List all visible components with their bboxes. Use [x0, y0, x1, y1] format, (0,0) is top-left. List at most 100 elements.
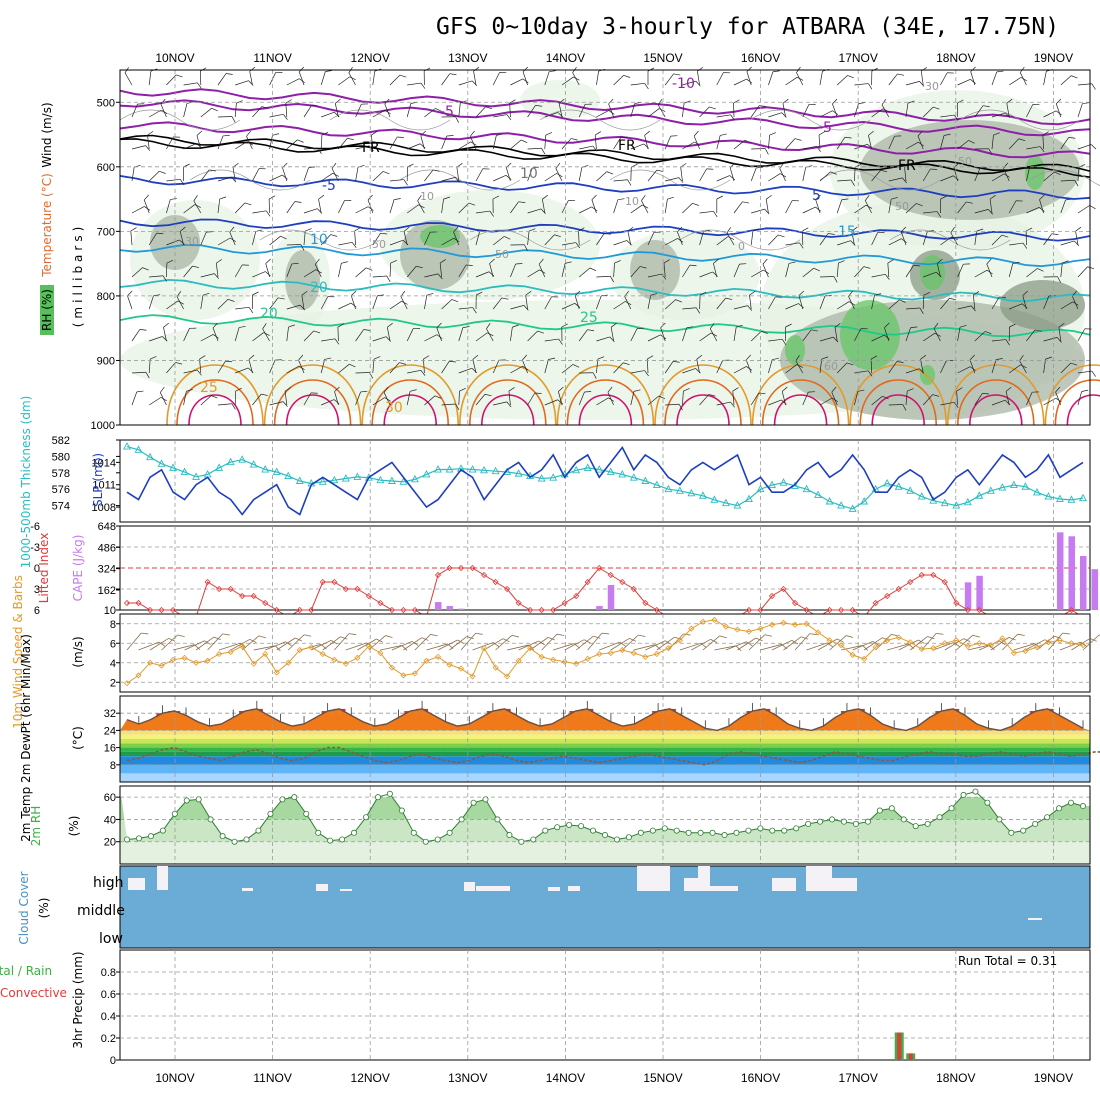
barb-staff	[149, 275, 164, 278]
wind-barb	[819, 233, 835, 246]
barb-flag	[762, 258, 768, 265]
wind-barb	[574, 290, 581, 310]
li-marker	[791, 599, 799, 607]
surface-barb	[599, 641, 626, 651]
barb-flag	[265, 271, 271, 277]
wind-barb	[699, 168, 714, 182]
wind-marker	[146, 659, 154, 666]
wind-marker	[239, 643, 246, 650]
cape-bar	[976, 575, 983, 610]
wind-barb	[558, 98, 565, 118]
barb-staff	[301, 295, 305, 310]
barb-staff	[492, 297, 503, 310]
wind-barb	[607, 386, 614, 406]
barb-flag	[1081, 389, 1089, 392]
barb-flag	[968, 140, 975, 144]
temp-contour	[119, 134, 1091, 172]
barb-flag	[347, 137, 355, 141]
barb-flag	[194, 204, 201, 208]
wind-barb	[647, 231, 661, 246]
barb-flag	[150, 356, 157, 360]
rh-blob	[785, 335, 805, 365]
cloud-level-low: low	[99, 931, 123, 947]
tick-label: 2	[110, 677, 116, 689]
barb-flag	[779, 162, 785, 169]
wind-marker	[1079, 642, 1087, 649]
surface-contour	[188, 394, 242, 426]
li-marker	[216, 585, 223, 593]
barb-flag	[720, 133, 727, 136]
barb-flag	[538, 640, 546, 646]
barb-staff	[991, 359, 997, 374]
barb-flag	[349, 363, 356, 368]
barb-staff	[664, 73, 674, 86]
wind-barb	[492, 236, 511, 246]
wind-marker	[331, 656, 338, 663]
cape-bar	[1056, 532, 1064, 610]
clear-sky-block	[1028, 918, 1042, 920]
barb-flag	[555, 162, 561, 169]
barb-staff	[527, 330, 538, 342]
wind-barb	[1008, 200, 1023, 214]
temp-contour	[119, 175, 1091, 200]
barb-flag	[788, 261, 796, 264]
barb-flag	[989, 195, 996, 200]
barb-flag	[746, 78, 753, 84]
barb-staff	[372, 109, 386, 118]
wind-barb	[544, 132, 553, 150]
barb-flag	[699, 291, 707, 296]
barb-flag	[482, 168, 490, 170]
wind-barb	[819, 336, 839, 343]
barb-staff	[460, 633, 476, 651]
wind-barb	[469, 130, 477, 150]
barb-staff	[834, 327, 838, 342]
barb-flag	[351, 290, 357, 296]
barb-staff	[1043, 397, 1057, 406]
rh-marker	[147, 833, 154, 840]
barb-flag	[437, 273, 443, 280]
barb-staff	[269, 235, 281, 246]
tick-label: 0.8	[101, 967, 116, 979]
wind-barb	[1043, 233, 1059, 246]
barb-staff	[544, 71, 550, 86]
wind-barb	[682, 388, 690, 406]
wind-barb	[733, 324, 743, 342]
barb-flag	[1038, 207, 1045, 212]
wind-barb	[252, 106, 269, 118]
wind-barb	[424, 292, 434, 310]
temp-band	[120, 773, 1090, 782]
barb-staff	[522, 359, 528, 374]
barb-flag	[340, 636, 348, 640]
rh-marker	[673, 827, 680, 834]
barb-staff	[596, 295, 602, 310]
barb-staff	[207, 633, 223, 651]
barb-flag	[380, 232, 388, 235]
li-marker	[573, 592, 580, 600]
barb-staff	[765, 199, 769, 214]
wind-barb	[974, 167, 987, 182]
barb-flag	[363, 329, 371, 331]
barb-staff	[716, 401, 731, 406]
barb-staff	[815, 199, 821, 214]
wind-barb	[338, 137, 355, 150]
thickness-marker	[675, 486, 684, 494]
wind-marker	[999, 635, 1006, 642]
barb-flag	[248, 354, 255, 360]
barb-staff	[768, 399, 782, 406]
barb-staff	[163, 327, 167, 342]
barb-flag	[744, 139, 752, 144]
wind-barb	[848, 290, 855, 310]
wind-barb	[785, 242, 804, 249]
barb-staff	[785, 303, 799, 310]
barb-flag	[385, 635, 393, 638]
barb-flag	[466, 636, 474, 640]
wind-barb	[854, 204, 873, 214]
wind-barb	[143, 194, 150, 214]
barb-flag	[1012, 261, 1020, 264]
barb-staff	[456, 167, 460, 182]
barb-staff	[888, 136, 895, 150]
li-marker	[953, 599, 960, 607]
wind-barb	[884, 322, 890, 342]
barb-staff	[439, 263, 442, 278]
